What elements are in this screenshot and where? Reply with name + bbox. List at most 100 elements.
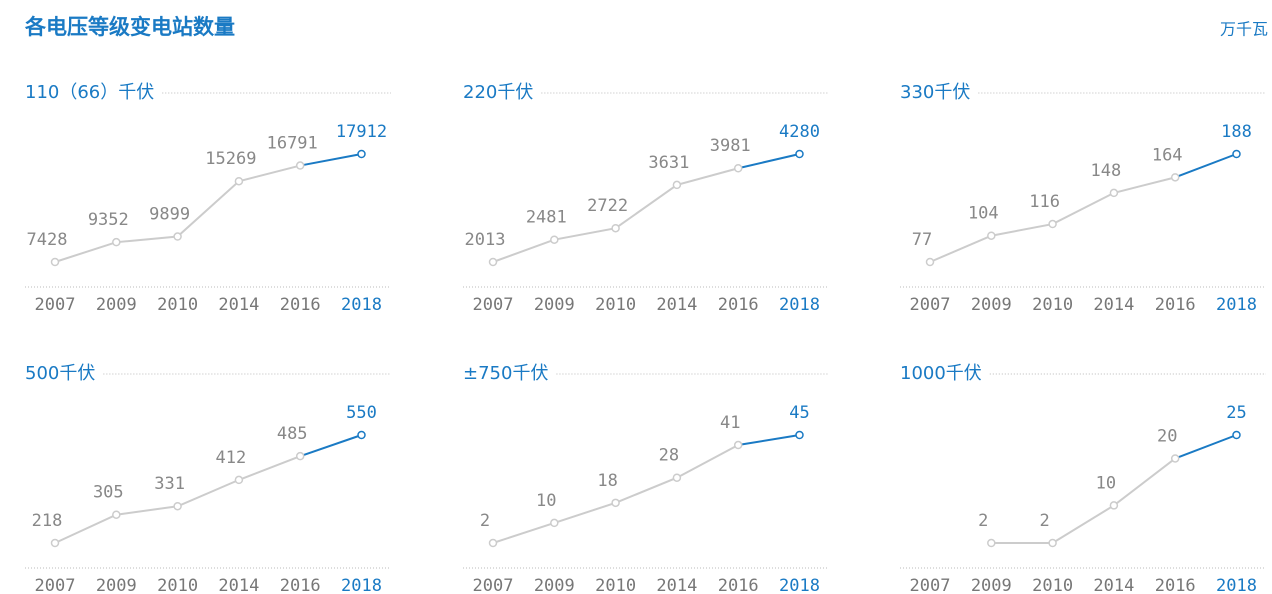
point	[1109, 501, 1119, 510]
value-label: 550	[346, 403, 377, 423]
value-label: 77	[912, 230, 932, 250]
x-tick-label: 2010	[595, 295, 636, 315]
x-tick-label: 2018	[1216, 576, 1257, 594]
value-label: 41	[720, 413, 740, 433]
value-label: 2013	[465, 230, 506, 250]
x-tick-label: 2010	[157, 295, 198, 315]
chart-title: 110（66）千伏	[25, 82, 154, 103]
value-label: 218	[32, 511, 63, 531]
x-tick-label: 2014	[656, 576, 697, 594]
x-tick-label: 2009	[534, 576, 575, 594]
x-tick-label: 2016	[1155, 295, 1196, 315]
point	[1170, 173, 1180, 182]
value-label: 116	[1029, 192, 1060, 212]
value-label: 20	[1157, 426, 1177, 446]
value-label: 45	[789, 403, 809, 423]
value-label: 2	[978, 511, 988, 531]
x-tick-label: 2007	[910, 576, 951, 594]
highlight-line	[1174, 153, 1237, 179]
value-label: 9899	[149, 205, 190, 225]
value-label: 164	[1152, 145, 1183, 165]
x-tick-label: 2018	[779, 576, 820, 594]
point	[925, 257, 935, 267]
point	[611, 498, 620, 508]
line	[54, 455, 301, 544]
x-tick-label: 2007	[910, 295, 951, 315]
x-tick-label: 2007	[35, 295, 76, 315]
point	[112, 510, 121, 519]
point	[795, 430, 804, 440]
point	[1232, 430, 1241, 440]
x-tick-label: 2014	[1093, 295, 1134, 315]
x-tick-label: 2016	[280, 295, 321, 315]
x-tick-label: 2010	[595, 576, 636, 594]
point	[672, 180, 682, 190]
x-tick-label: 2014	[218, 576, 259, 594]
x-tick-label: 2018	[341, 576, 382, 594]
point	[733, 440, 743, 450]
page-title: 各电压等级变电站数量	[24, 15, 235, 39]
point	[1232, 149, 1241, 159]
x-tick-label: 2016	[718, 576, 759, 594]
point	[112, 237, 121, 247]
point	[550, 235, 559, 244]
value-label: 2481	[526, 208, 567, 228]
value-label: 7428	[27, 230, 68, 250]
point	[611, 223, 620, 233]
value-label: 412	[216, 448, 247, 468]
value-label: 28	[659, 446, 679, 466]
chart-title: 500千伏	[25, 363, 95, 384]
value-label: 10	[536, 491, 556, 511]
value-label: 104	[968, 204, 999, 224]
x-tick-label: 2014	[1093, 576, 1134, 594]
x-tick-label: 2010	[1032, 576, 1073, 594]
highlight-line	[300, 153, 362, 167]
value-label: 10	[1096, 473, 1116, 493]
point	[295, 161, 305, 170]
value-label: 18	[597, 471, 617, 491]
value-label: 25	[1226, 403, 1246, 423]
value-label: 331	[154, 474, 185, 494]
x-tick-label: 2018	[779, 295, 820, 315]
value-label: 3631	[648, 153, 689, 173]
chart-title: 1000千伏	[900, 363, 982, 384]
value-label: 2	[1039, 511, 1049, 531]
line	[492, 444, 739, 544]
x-tick-label: 2016	[718, 295, 759, 315]
value-label: 485	[277, 424, 308, 444]
x-tick-label: 2009	[96, 576, 137, 594]
point	[295, 451, 305, 461]
line	[991, 457, 1176, 544]
point	[50, 538, 60, 548]
x-tick-label: 2007	[35, 576, 76, 594]
value-label: 305	[93, 483, 124, 503]
x-tick-label: 2010	[1032, 295, 1073, 315]
point	[987, 538, 996, 548]
unit: 万千瓦	[1220, 20, 1268, 39]
point	[50, 257, 60, 267]
value-label: 16791	[267, 134, 318, 154]
x-tick-label: 2009	[534, 295, 575, 315]
value-label: 15269	[205, 149, 256, 169]
point	[357, 430, 366, 440]
point	[234, 475, 244, 485]
point	[488, 257, 498, 267]
value-label: 188	[1221, 122, 1252, 142]
x-tick-label: 2010	[157, 576, 198, 594]
x-tick-label: 2009	[971, 576, 1012, 594]
point	[488, 538, 498, 548]
value-label: 2722	[587, 196, 628, 216]
point	[1109, 188, 1119, 198]
x-tick-label: 2009	[96, 295, 137, 315]
chart-title: ±750千伏	[463, 363, 548, 384]
highlight-line	[738, 434, 800, 447]
x-tick-label: 2016	[1155, 576, 1196, 594]
value-label: 2	[480, 511, 490, 531]
x-tick-label: 2018	[341, 295, 382, 315]
x-tick-label: 2007	[473, 576, 514, 594]
value-label: 3981	[710, 136, 751, 156]
point	[733, 163, 743, 173]
x-tick-label: 2009	[971, 295, 1012, 315]
point	[987, 231, 996, 240]
